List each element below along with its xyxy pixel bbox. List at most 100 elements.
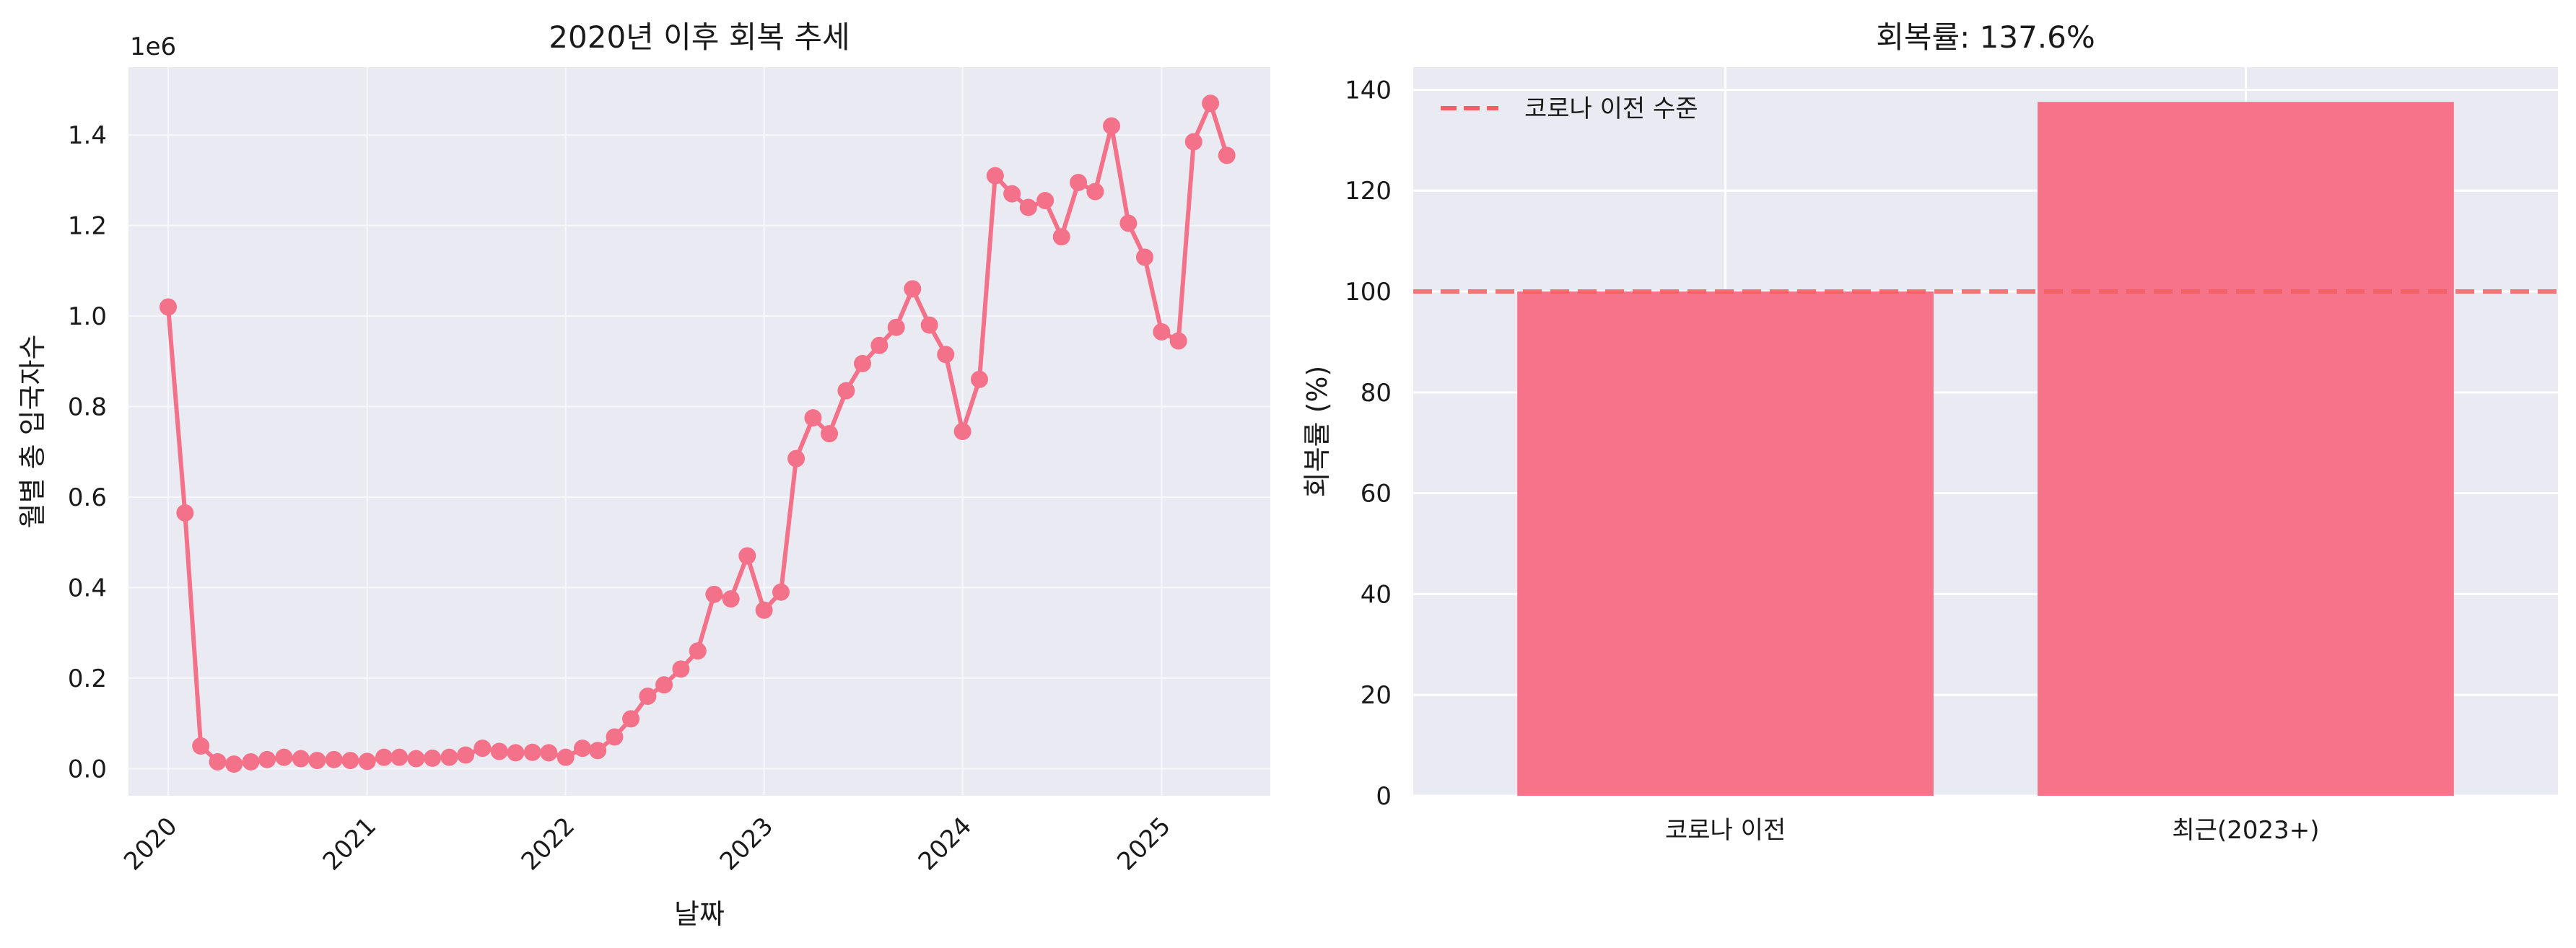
data-point xyxy=(937,346,955,364)
series-markers xyxy=(159,95,1236,773)
data-point xyxy=(738,547,756,565)
data-point xyxy=(341,752,359,770)
data-point xyxy=(390,748,409,766)
data-point xyxy=(225,755,243,773)
data-point xyxy=(523,743,541,761)
y-tick-label: 60 xyxy=(1361,480,1392,509)
data-point xyxy=(837,382,855,400)
data-point xyxy=(440,748,458,766)
bar xyxy=(2038,102,2454,796)
data-point xyxy=(1019,198,1037,216)
data-point xyxy=(970,370,988,388)
data-point xyxy=(1218,146,1236,164)
x-tick-labels: 2020 2021 2022 2023 2024 2025 xyxy=(118,812,1176,876)
data-point xyxy=(1070,173,1088,191)
trend-line-chart: 0.00.20.40.60.81.01.21.4 2020 2021 2022 202… xyxy=(17,19,1270,930)
data-point xyxy=(507,744,525,762)
chart-title: 회복률: 137.6% xyxy=(1876,19,2095,55)
y-axis-title: 회복률 (%) xyxy=(1301,366,1333,498)
x-tick-label: 코로나 이전 xyxy=(1665,816,1786,845)
y-tick-label: 120 xyxy=(1345,177,1392,206)
data-point xyxy=(787,449,805,468)
data-point xyxy=(705,585,723,603)
data-point xyxy=(622,710,640,728)
y-tick-labels: 0 20 40 60 80 100 120 140 xyxy=(1345,76,1392,811)
x-tick-label: 2023 xyxy=(715,812,779,876)
y-tick-label: 0.6 xyxy=(68,483,107,512)
x-axis-title: 날짜 xyxy=(674,898,725,930)
data-point xyxy=(424,749,442,767)
data-point xyxy=(887,318,905,336)
y-tick-label: 1.4 xyxy=(68,121,107,150)
data-point xyxy=(772,583,790,601)
data-point xyxy=(1135,248,1153,266)
data-point xyxy=(556,748,575,766)
data-point xyxy=(490,742,508,760)
data-point xyxy=(407,750,425,768)
data-point xyxy=(1003,185,1021,203)
y-offset-label: 1e6 xyxy=(130,32,176,61)
data-point xyxy=(655,676,673,694)
data-point xyxy=(589,742,607,760)
y-tick-label: 100 xyxy=(1345,278,1392,307)
y-tick-label: 0.4 xyxy=(68,574,107,602)
y-tick-label: 0.0 xyxy=(68,755,107,784)
data-point xyxy=(176,504,194,522)
data-point xyxy=(1202,95,1220,113)
y-tick-label: 140 xyxy=(1345,76,1392,105)
data-point xyxy=(1119,214,1138,232)
y-tick-label: 0.2 xyxy=(68,664,107,693)
data-point xyxy=(192,737,210,755)
x-tick-labels: 코로나 이전 최근(2023+) xyxy=(1665,816,2320,845)
data-point xyxy=(920,316,938,334)
data-point xyxy=(275,748,293,766)
data-point xyxy=(689,642,707,660)
data-point xyxy=(258,750,276,768)
data-point xyxy=(308,752,326,770)
y-tick-label: 40 xyxy=(1361,580,1392,609)
data-point xyxy=(473,739,492,758)
y-tick-label: 0.8 xyxy=(68,392,107,421)
x-tick-label: 2020 xyxy=(118,812,183,876)
data-point xyxy=(606,728,624,746)
data-point xyxy=(1052,228,1070,246)
data-point xyxy=(457,746,475,764)
data-point xyxy=(1184,133,1202,151)
x-tick-label: 2025 xyxy=(1112,812,1176,876)
data-point xyxy=(639,687,657,705)
recovery-bar-chart: 0 20 40 60 80 100 120 140 코로나 이전 최근(2023+) 회복률: … xyxy=(1301,19,2558,845)
y-tick-label: 1.2 xyxy=(68,212,107,241)
data-point xyxy=(574,739,592,758)
y-tick-label: 1.0 xyxy=(68,302,107,331)
data-point xyxy=(953,423,972,440)
data-point xyxy=(292,750,310,768)
y-tick-label: 80 xyxy=(1361,379,1392,408)
data-point xyxy=(1086,183,1104,201)
x-tick-label: 2022 xyxy=(516,812,580,876)
data-point xyxy=(722,590,740,608)
data-point xyxy=(242,752,260,771)
data-point xyxy=(1103,117,1121,135)
data-point xyxy=(1153,322,1171,341)
gridlines xyxy=(128,67,1270,796)
x-tick-label: 2024 xyxy=(913,812,977,876)
data-point xyxy=(325,750,343,768)
data-point xyxy=(870,336,888,354)
data-point xyxy=(821,425,839,443)
bars xyxy=(1517,102,2454,796)
y-axis-title: 월별 총 입국자수 xyxy=(17,335,48,529)
data-point xyxy=(375,748,393,766)
data-point xyxy=(1036,192,1055,210)
data-point xyxy=(672,660,690,678)
x-tick-label: 2021 xyxy=(318,812,382,876)
chart-title: 2020년 이후 회복 추세 xyxy=(549,19,850,55)
y-tick-labels: 0.0 0.2 0.4 0.6 0.8 1.0 1.2 1.4 xyxy=(68,121,107,784)
bar xyxy=(1517,291,1934,796)
data-point xyxy=(904,280,922,298)
data-point xyxy=(986,167,1004,185)
y-tick-label: 20 xyxy=(1361,681,1392,710)
x-tick-label: 최근(2023+) xyxy=(2172,816,2319,845)
y-tick-label: 0 xyxy=(1376,782,1392,811)
legend: 코로나 이전 수준 xyxy=(1441,95,1698,123)
